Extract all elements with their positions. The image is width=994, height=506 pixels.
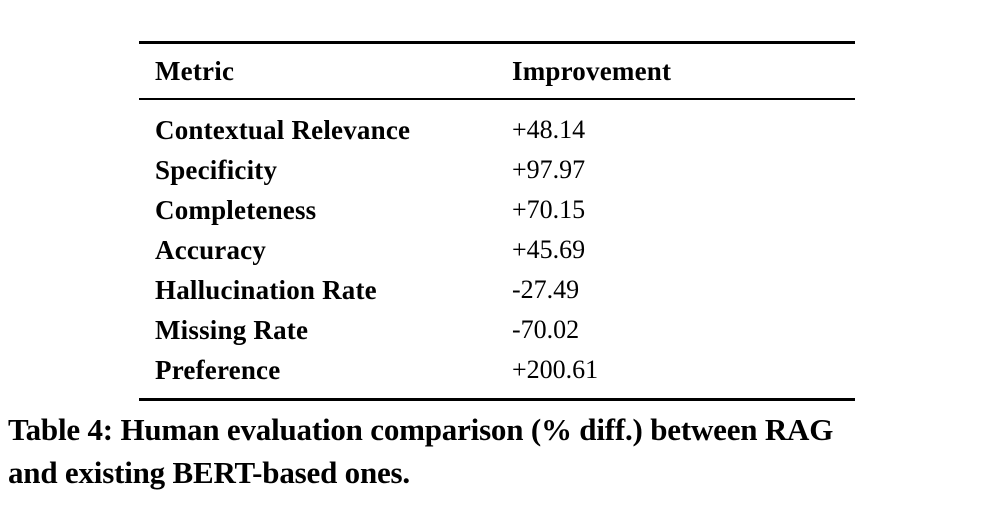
improvement-value: +70.15	[512, 195, 586, 224]
metric-name: Missing Rate	[155, 314, 309, 345]
table-row: Specificity +97.97	[139, 150, 855, 190]
table-caption: Table 4: Human evaluation comparison (% …	[8, 408, 988, 494]
table-4: Metric Improvement Contextual Relevance …	[139, 41, 855, 401]
metric-name: Completeness	[155, 194, 317, 225]
table-row: Missing Rate -70.02	[139, 310, 855, 350]
table-row: Hallucination Rate -27.49	[139, 270, 855, 310]
table-row: Preference +200.61	[139, 350, 855, 390]
table-row: Accuracy +45.69	[139, 230, 855, 270]
column-header-metric: Metric	[155, 55, 235, 86]
table-header-row: Metric Improvement	[139, 44, 855, 100]
metric-name: Specificity	[155, 154, 278, 185]
table-row: Contextual Relevance +48.14	[139, 110, 855, 150]
table-row: Completeness +70.15	[139, 190, 855, 230]
column-header-improvement: Improvement	[512, 55, 672, 86]
metric-name: Preference	[155, 354, 281, 385]
metric-name: Contextual Relevance	[155, 114, 411, 145]
table-caption-line: and existing BERT-based ones.	[8, 455, 410, 490]
improvement-value: +45.69	[512, 235, 586, 264]
improvement-value: -70.02	[512, 315, 580, 344]
metric-name: Hallucination Rate	[155, 274, 377, 305]
improvement-value: +200.61	[512, 355, 599, 384]
table-caption-line: Table 4: Human evaluation comparison (% …	[8, 412, 834, 447]
improvement-value: +48.14	[512, 115, 586, 144]
improvement-value: +97.97	[512, 155, 586, 184]
improvement-value: -27.49	[512, 275, 580, 304]
metric-name: Accuracy	[155, 234, 267, 265]
table-body: Contextual Relevance +48.14 Specificity …	[139, 100, 855, 398]
